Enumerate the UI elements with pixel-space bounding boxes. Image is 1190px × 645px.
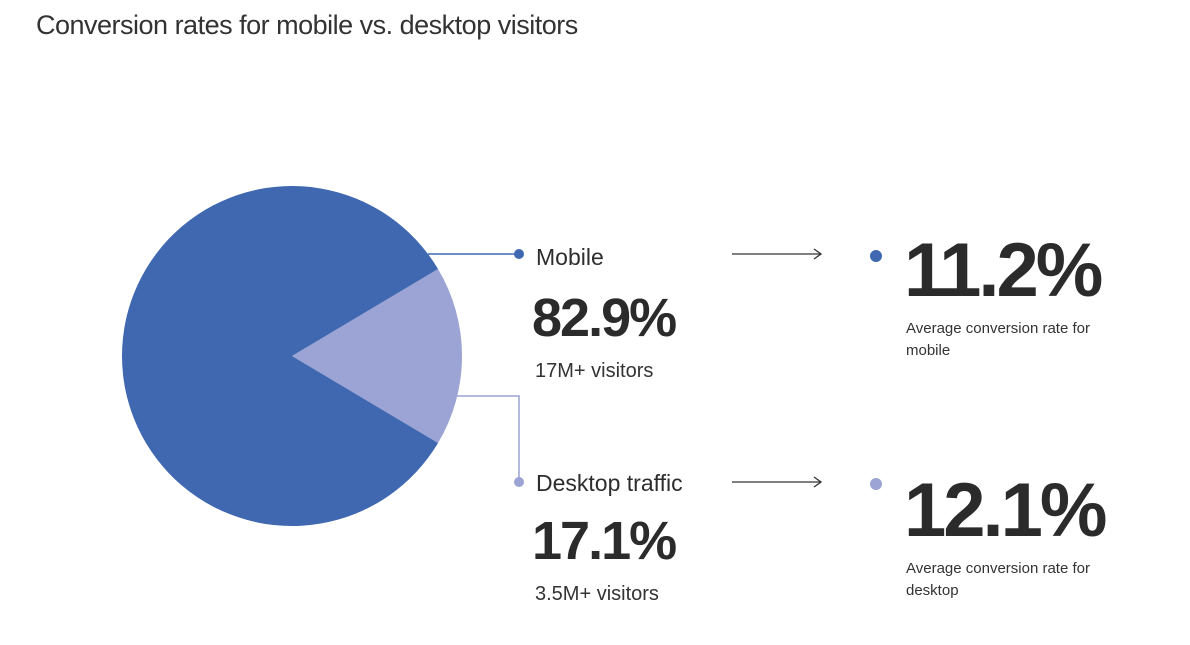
desktop-arrow	[732, 476, 823, 488]
desktop-conversion-rate: 12.1%	[904, 468, 1107, 553]
desktop-conversion-desc: Average conversion rate for desktop	[906, 560, 1090, 599]
pie-slice-mobile	[121, 186, 439, 527]
mobile-leader-dot	[514, 249, 524, 259]
desktop-leader-dot	[514, 477, 524, 487]
desktop-label: Desktop traffic	[536, 470, 683, 496]
chart-title: Conversion rates for mobile vs. desktop …	[36, 10, 578, 40]
mobile-conversion-rate: 11.2%	[904, 228, 1103, 313]
desktop-visitors: 3.5M+ visitors	[535, 583, 659, 605]
mobile-conversion-desc: Average conversion rate for mobile	[906, 320, 1090, 359]
mobile-label: Mobile	[536, 244, 604, 270]
mobile-visitors: 17M+ visitors	[535, 360, 654, 382]
pie-slice-desktop	[292, 269, 462, 443]
desktop-leader-line	[454, 395, 520, 482]
desktop-share-value: 17.1%	[532, 511, 677, 571]
mobile-arrow	[732, 248, 823, 260]
mobile-share-value: 82.9%	[532, 288, 677, 348]
mobile-rate-dot	[870, 250, 882, 262]
desktop-rate-dot	[870, 478, 882, 490]
